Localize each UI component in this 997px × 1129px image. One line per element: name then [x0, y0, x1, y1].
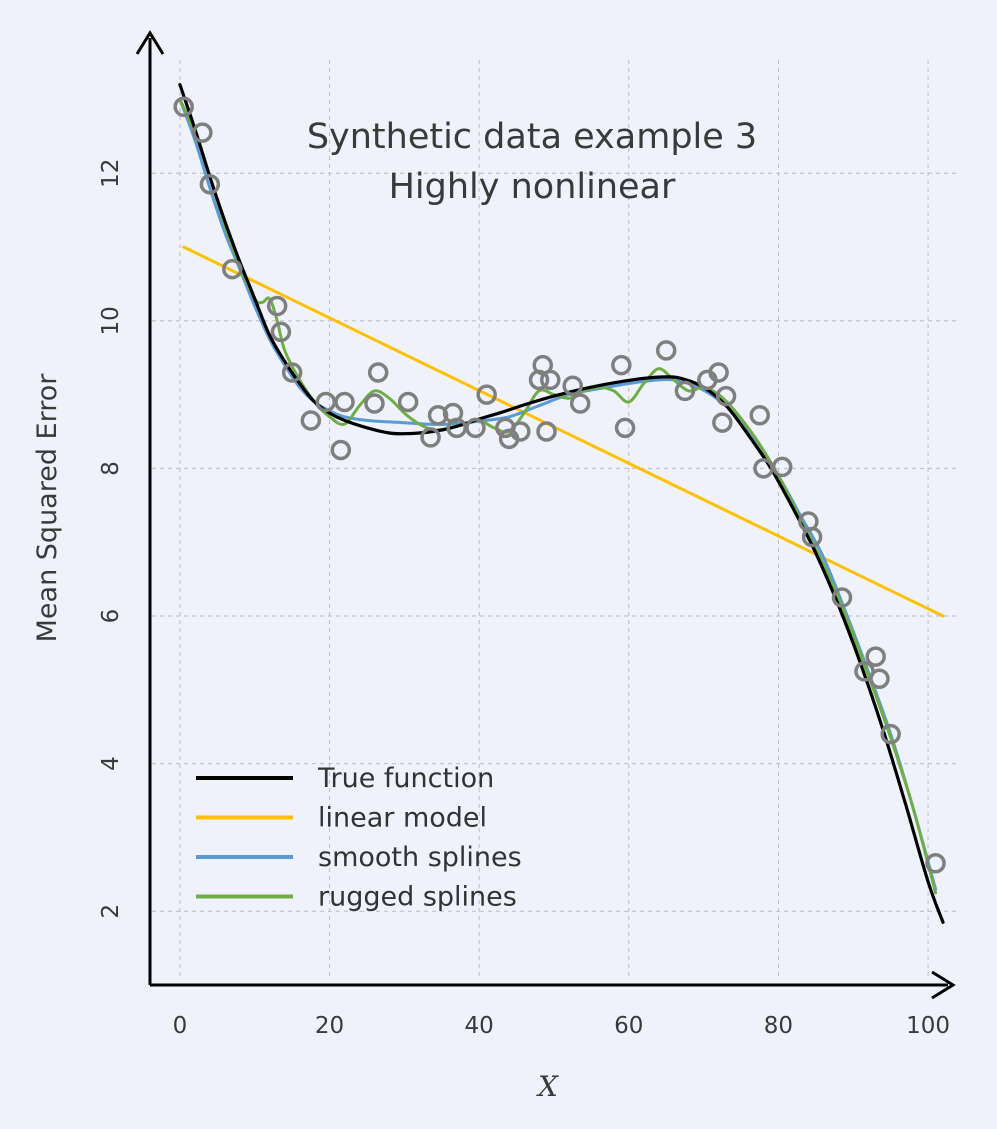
data-point [476, 384, 497, 405]
y-axis-label: Mean Squared Error [32, 373, 63, 643]
data-point [869, 668, 890, 689]
data-point [173, 96, 194, 118]
data-point [465, 417, 486, 439]
data-point [712, 412, 733, 433]
y-tick-label: 4 [98, 756, 124, 771]
x-tick-label: 100 [906, 1013, 950, 1039]
data-point [865, 646, 886, 667]
data-point [266, 295, 288, 317]
data-point [749, 405, 770, 426]
x-tick-label: 80 [764, 1013, 793, 1039]
tick-labels: 0 20 40 60 80 100 2 4 6 8 10 12 [98, 159, 950, 1039]
data-point [192, 122, 213, 143]
scatter-points [173, 96, 946, 874]
series-lines [178, 83, 945, 924]
legend-label: rugged splines [318, 882, 517, 913]
x-tick-label: 60 [614, 1013, 643, 1039]
series-line-true-function [178, 83, 945, 924]
data-point [655, 340, 677, 361]
data-point [300, 410, 322, 431]
data-point [831, 587, 853, 608]
legend: True function linear model smooth splines r… [196, 763, 522, 913]
y-tick-label: 8 [98, 461, 124, 476]
data-point [880, 723, 901, 745]
data-point [925, 852, 946, 874]
data-point [708, 362, 729, 383]
data-point [281, 362, 303, 383]
data-point [364, 393, 385, 414]
y-axis-arrowhead [135, 30, 165, 55]
x-tick-label: 20 [315, 1013, 344, 1039]
series-line-smooth-splines [178, 97, 938, 891]
legend-label: smooth splines [318, 842, 522, 873]
y-tick-label: 2 [98, 904, 124, 919]
axes [135, 30, 956, 1000]
y-tick-label: 10 [98, 306, 124, 335]
chart-title-line-2: Highly nonlinear [389, 167, 676, 207]
data-point [510, 421, 531, 442]
data-point [674, 380, 696, 402]
data-point [536, 421, 557, 442]
x-axis-arrowhead [931, 970, 956, 1000]
series-line-linear-model [182, 245, 945, 618]
data-point [753, 458, 774, 479]
data-point [222, 258, 243, 280]
x-tick-label: 0 [173, 1013, 188, 1039]
data-point [420, 427, 441, 448]
data-point [569, 393, 591, 414]
chart-title-line-1: Synthetic data example 3 [307, 117, 757, 157]
data-point [367, 362, 389, 383]
data-point [614, 417, 636, 439]
x-tick-label: 40 [465, 1013, 494, 1039]
series-line-rugged-splines [178, 97, 938, 895]
data-point [540, 369, 561, 391]
data-point [562, 375, 583, 397]
legend-label: linear model [318, 803, 487, 834]
data-point [330, 439, 352, 461]
data-point [199, 174, 221, 195]
data-point [611, 354, 632, 376]
data-point [771, 456, 793, 478]
x-axis-label: X [536, 1070, 559, 1103]
data-point [270, 321, 292, 343]
data-point [801, 526, 823, 548]
y-tick-label: 12 [98, 159, 124, 188]
data-point [334, 391, 355, 413]
legend-label: True function [317, 763, 494, 794]
data-point [715, 385, 737, 407]
y-tick-label: 6 [98, 609, 124, 624]
data-point [397, 391, 419, 413]
grid [152, 60, 958, 980]
